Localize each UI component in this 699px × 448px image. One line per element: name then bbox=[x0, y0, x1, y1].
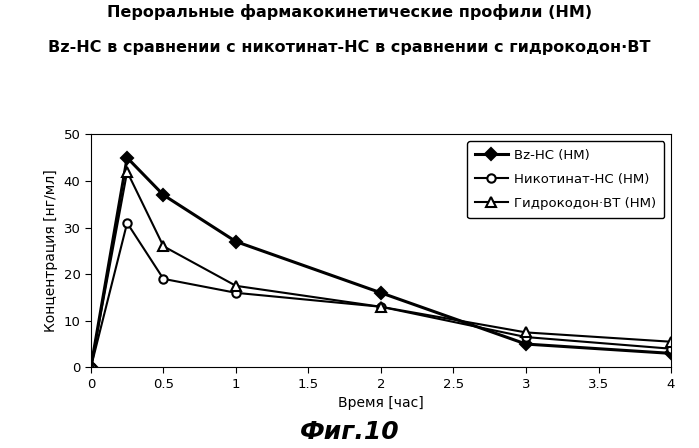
Bz-НС (НМ) bbox=[231, 239, 240, 244]
Line: Bz-НС (НМ): Bz-НС (НМ) bbox=[87, 154, 675, 371]
Никотинат-НС (НМ) bbox=[231, 290, 240, 296]
X-axis label: Время [час]: Время [час] bbox=[338, 396, 424, 410]
Гидрокодон·ВТ (НМ) bbox=[123, 169, 131, 174]
Bz-НС (НМ) bbox=[377, 290, 385, 296]
Гидрокодон·ВТ (НМ) bbox=[231, 283, 240, 289]
Гидрокодон·ВТ (НМ) bbox=[521, 330, 530, 335]
Гидрокодон·ВТ (НМ) bbox=[377, 304, 385, 310]
Гидрокодон·ВТ (НМ) bbox=[87, 365, 95, 370]
Bz-НС (НМ) bbox=[87, 365, 95, 370]
Bz-НС (НМ) bbox=[521, 341, 530, 347]
Line: Гидрокодон·ВТ (НМ): Гидрокодон·ВТ (НМ) bbox=[86, 167, 676, 372]
Никотинат-НС (НМ) bbox=[123, 220, 131, 226]
Никотинат-НС (НМ) bbox=[377, 304, 385, 310]
Никотинат-НС (НМ) bbox=[87, 365, 95, 370]
Text: Пероральные фармакокинетические профили (НМ): Пероральные фармакокинетические профили … bbox=[107, 4, 592, 21]
Bz-НС (НМ) bbox=[159, 192, 168, 198]
Никотинат-НС (НМ) bbox=[521, 334, 530, 340]
Y-axis label: Концентрация [нг/мл]: Концентрация [нг/мл] bbox=[44, 169, 58, 332]
Text: Фиг.10: Фиг.10 bbox=[300, 419, 399, 444]
Никотинат-НС (НМ) bbox=[159, 276, 168, 281]
Legend: Bz-НС (НМ), Никотинат-НС (НМ), Гидрокодон·ВТ (НМ): Bz-НС (НМ), Никотинат-НС (НМ), Гидрокодо… bbox=[467, 141, 665, 218]
Bz-НС (НМ) bbox=[123, 155, 131, 160]
Гидрокодон·ВТ (НМ) bbox=[159, 244, 168, 249]
Никотинат-НС (НМ) bbox=[667, 346, 675, 351]
Гидрокодон·ВТ (НМ) bbox=[667, 339, 675, 345]
Line: Никотинат-НС (НМ): Никотинат-НС (НМ) bbox=[87, 219, 675, 371]
Bz-НС (НМ) bbox=[667, 351, 675, 356]
Text: Bz-НС в сравнении с никотинат-НС в сравнении с гидрокодон·ВТ: Bz-НС в сравнении с никотинат-НС в сравн… bbox=[48, 40, 651, 55]
